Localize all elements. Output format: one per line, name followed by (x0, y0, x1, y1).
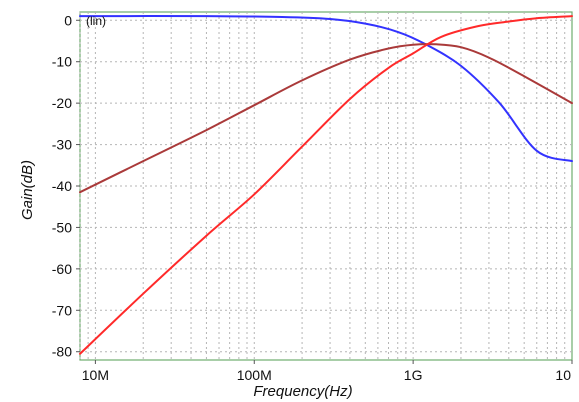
x-tick-label: 10M (82, 367, 109, 383)
y-tick-label: -70 (52, 302, 72, 318)
grid (79, 12, 572, 360)
series-line-2 (79, 43, 573, 194)
corner-label: (lin) (86, 14, 106, 28)
y-tick-label: -60 (52, 261, 72, 277)
y-tick-label: -10 (52, 54, 72, 70)
x-tick-label: 1G (404, 367, 423, 383)
y-axis-title: Gain(dB) (19, 160, 36, 220)
x-axis-title: Frequency(Hz) (253, 383, 352, 400)
y-tick-label: -80 (52, 344, 72, 360)
y-tick-label: -40 (52, 178, 72, 194)
y-tick-label: 0 (64, 12, 72, 28)
y-tick-label: -50 (52, 219, 72, 235)
x-tick-label: 100M (237, 367, 272, 383)
y-tick-label: -20 (52, 95, 72, 111)
series-layer (79, 15, 573, 355)
series-line-3 (79, 15, 573, 355)
series-line-1 (79, 15, 573, 163)
y-tick-label: -30 (52, 137, 72, 153)
x-tick-label: 10 (555, 367, 571, 383)
y-axis-ticks: 0 -10 -20 -30 -40 -50 -60 -70 -80 (52, 12, 80, 360)
x-axis-ticks: 10M 100M 1G 10 (82, 360, 573, 383)
